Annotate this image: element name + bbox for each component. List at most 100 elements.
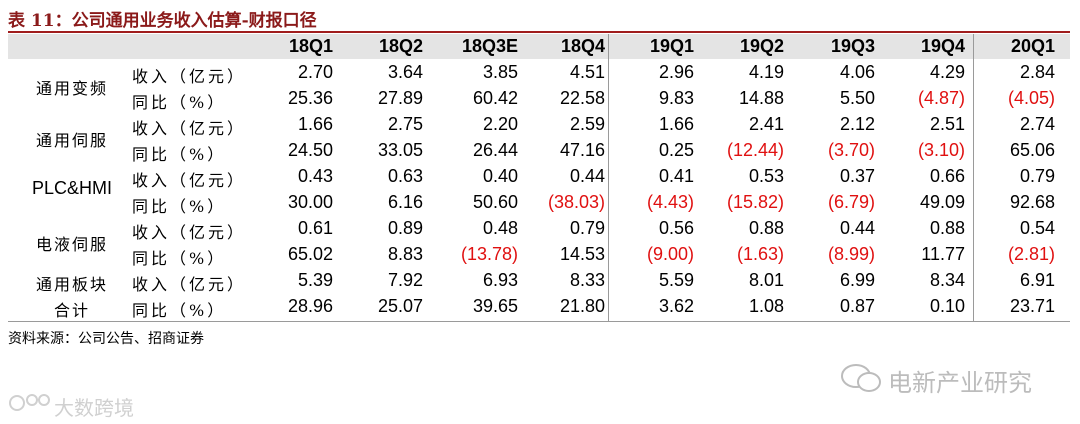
watermark-left: 大数跨境 xyxy=(54,396,134,420)
cell-value: 65.06 xyxy=(1009,140,1055,160)
header-background xyxy=(8,34,1070,59)
cell-value: 0.66 xyxy=(929,166,965,186)
column-header: 19Q2 xyxy=(739,36,784,56)
cell-value: 39.65 xyxy=(472,296,518,316)
cell-value: (3.70) xyxy=(827,140,875,160)
cell-value: 0.79 xyxy=(569,218,605,238)
cell-value: (15.82) xyxy=(726,192,784,212)
cell-value: 25.36 xyxy=(287,88,333,108)
cell-value: 6.91 xyxy=(1019,270,1055,290)
cell-value: 8.01 xyxy=(748,270,784,290)
metric-label: 收入（亿元） xyxy=(132,223,247,242)
column-divider xyxy=(973,34,974,322)
cell-value: 47.16 xyxy=(559,140,605,160)
metric-label: 收入（亿元） xyxy=(132,67,247,86)
cell-value: (13.78) xyxy=(460,244,518,264)
cell-value: 14.53 xyxy=(559,244,605,264)
column-divider xyxy=(608,34,609,322)
cell-value: 2.59 xyxy=(569,114,605,134)
group-label: PLC&HMI xyxy=(31,178,112,198)
cell-value: 2.12 xyxy=(839,114,875,134)
group-label: 通用变频 xyxy=(35,79,108,98)
cell-value: (12.44) xyxy=(726,140,784,160)
cell-value: (38.03) xyxy=(547,192,605,212)
cell-value: 0.53 xyxy=(748,166,784,186)
column-header: 19Q4 xyxy=(920,36,965,56)
cell-value: (4.05) xyxy=(1007,88,1055,108)
cell-value: 27.89 xyxy=(377,88,423,108)
cell-value: 5.39 xyxy=(297,270,333,290)
cell-value: (3.10) xyxy=(917,140,965,160)
metric-label: 同比（%） xyxy=(132,145,227,164)
group-label: 电液伺服 xyxy=(35,235,108,254)
cell-value: 11.77 xyxy=(921,244,965,264)
column-header: 18Q1 xyxy=(288,36,333,56)
cell-value: 0.79 xyxy=(1019,166,1055,186)
cell-value: 26.44 xyxy=(472,140,518,160)
wechat-icon xyxy=(841,364,881,392)
cell-value: 8.33 xyxy=(569,270,605,290)
cell-value: 4.06 xyxy=(839,62,875,82)
cell-value: (6.79) xyxy=(827,192,875,212)
cell-value: 3.62 xyxy=(658,296,694,316)
cell-value: 3.85 xyxy=(482,62,518,82)
metric-label: 同比（%） xyxy=(132,197,227,216)
column-header: 18Q4 xyxy=(560,36,605,56)
cell-value: 5.59 xyxy=(658,270,694,290)
cell-value: 0.44 xyxy=(839,218,875,238)
cell-value: 2.41 xyxy=(748,114,784,134)
cell-value: (1.63) xyxy=(736,244,784,264)
column-header: 20Q1 xyxy=(1010,36,1055,56)
cell-value: 25.07 xyxy=(377,296,423,316)
cell-value: 1.08 xyxy=(748,296,784,316)
cell-value: 5.50 xyxy=(839,88,875,108)
cell-value: 8.34 xyxy=(929,270,965,290)
cell-value: 0.25 xyxy=(658,140,694,160)
column-header: 18Q3E xyxy=(461,36,518,56)
cell-value: 2.74 xyxy=(1019,114,1055,134)
group-label: 合计 xyxy=(53,301,90,320)
cell-value: 33.05 xyxy=(377,140,423,160)
cell-value: 0.40 xyxy=(482,166,518,186)
logo-icon xyxy=(9,394,50,411)
cell-value: 28.96 xyxy=(287,296,333,316)
cell-value: 4.19 xyxy=(748,62,784,82)
cell-value: 1.66 xyxy=(297,114,333,134)
table-bottom-rule xyxy=(8,321,1070,322)
cell-value: 3.64 xyxy=(387,62,423,82)
metric-label: 收入（亿元） xyxy=(132,171,247,190)
cell-value: 2.75 xyxy=(387,114,423,134)
cell-value: 0.10 xyxy=(929,296,965,316)
cell-value: 21.80 xyxy=(559,296,605,316)
cell-value: 49.09 xyxy=(919,192,965,212)
group-label: 通用板块 xyxy=(35,275,108,294)
cell-value: 2.70 xyxy=(297,62,333,82)
cell-value: 24.50 xyxy=(287,140,333,160)
cell-value: 4.51 xyxy=(569,62,605,82)
cell-value: 22.58 xyxy=(559,88,605,108)
cell-value: 0.61 xyxy=(297,218,333,238)
cell-value: 0.44 xyxy=(569,166,605,186)
cell-value: 92.68 xyxy=(1009,192,1055,212)
cell-value: 0.56 xyxy=(658,218,694,238)
cell-value: (8.99) xyxy=(827,244,875,264)
cell-value: 0.63 xyxy=(387,166,423,186)
cell-value: 6.93 xyxy=(482,270,518,290)
title-rule xyxy=(8,31,1070,33)
cell-value: (4.43) xyxy=(646,192,694,212)
cell-value: 7.92 xyxy=(387,270,423,290)
table-title: 表 11：公司通用业务收入估算-财报口径 xyxy=(8,11,317,31)
cell-value: 30.00 xyxy=(287,192,333,212)
cell-value: 0.88 xyxy=(929,218,965,238)
cell-value: 2.51 xyxy=(929,114,965,134)
cell-value: 23.71 xyxy=(1009,296,1055,316)
cell-value: 1.66 xyxy=(658,114,694,134)
metric-label: 收入（亿元） xyxy=(132,275,247,294)
watermark-right: 电新产业研究 xyxy=(888,369,1032,397)
cell-value: 2.96 xyxy=(658,62,694,82)
metric-label: 同比（%） xyxy=(132,93,227,112)
cell-value: 0.37 xyxy=(839,166,875,186)
metric-label: 同比（%） xyxy=(132,249,227,268)
cell-value: (9.00) xyxy=(646,244,694,264)
